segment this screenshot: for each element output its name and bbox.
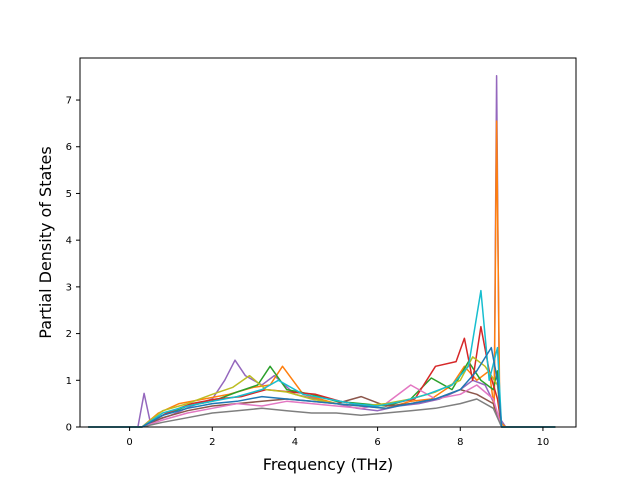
y-axis-label: Partial Density of States xyxy=(36,146,55,338)
y-axis: 0 1 2 3 4 5 6 7 xyxy=(66,96,80,434)
y-tick-label: 2 xyxy=(66,329,72,340)
x-tick-label: 4 xyxy=(292,437,298,448)
x-tick-label: 6 xyxy=(374,437,380,448)
y-tick-label: 6 xyxy=(66,142,72,153)
series-line-1 xyxy=(88,120,556,428)
y-tick-label: 3 xyxy=(66,282,72,293)
x-tick-label: 8 xyxy=(457,437,463,448)
y-tick-label: 1 xyxy=(66,376,72,387)
x-tick-label: 0 xyxy=(126,437,132,448)
x-axis-label: Frequency (THz) xyxy=(263,455,393,474)
y-tick-label: 4 xyxy=(66,236,72,247)
plot-frame xyxy=(79,57,577,428)
series-line-5 xyxy=(88,384,556,428)
y-tick-label: 5 xyxy=(66,189,72,200)
x-tick-label: 10 xyxy=(537,437,550,448)
x-tick-label: 2 xyxy=(209,437,215,448)
series-line-9 xyxy=(88,346,556,428)
y-tick-label: 0 xyxy=(66,423,72,434)
series-layer xyxy=(88,74,556,428)
y-tick-label: 7 xyxy=(66,96,72,107)
series-line-8 xyxy=(88,289,556,428)
series-line-6 xyxy=(88,398,556,428)
x-axis: 0 2 4 6 8 10 xyxy=(126,427,549,448)
